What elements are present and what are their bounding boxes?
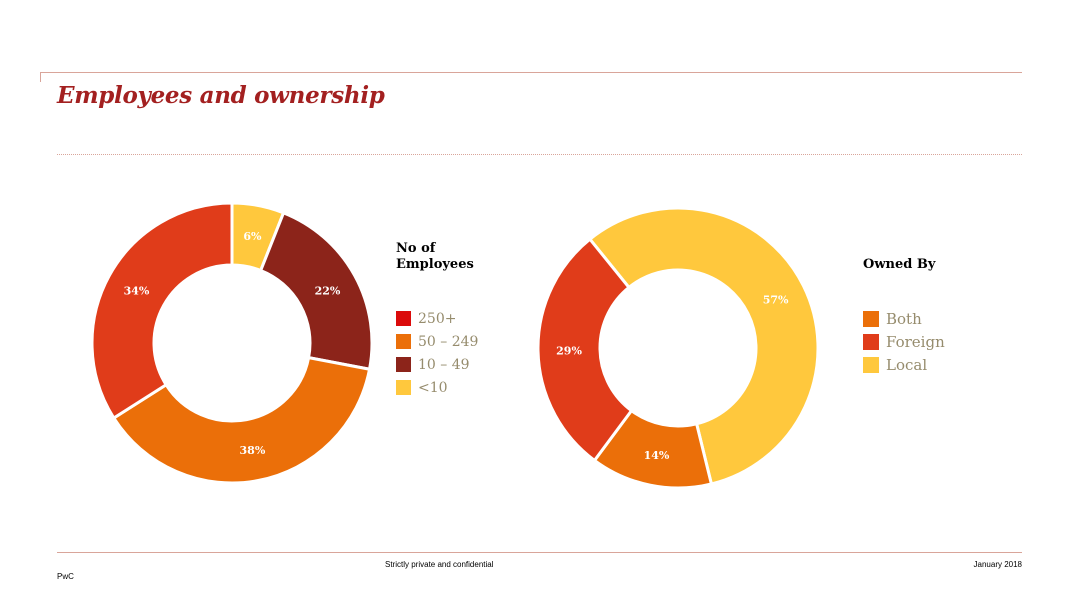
ownership-donut-chart: 57% 14% 29%: [536, 206, 820, 490]
donut-slice-250-: [90, 201, 234, 421]
top-rule: [40, 72, 1022, 73]
legend-item-local: Local: [863, 353, 945, 376]
employees-legend-title-line1: No of: [396, 241, 436, 256]
legend-swatch: [396, 357, 411, 372]
footer-brand: PwC: [57, 572, 74, 581]
employees-legend: No of Employees 250+ 50 – 249 10 – 49 <1…: [396, 241, 478, 399]
legend-item-foreign: Foreign: [863, 330, 945, 353]
legend-item-label: Local: [886, 355, 928, 374]
slice-label: 22%: [315, 284, 341, 297]
ownership-legend: Owned By Both Foreign Local: [863, 257, 945, 376]
legend-swatch: [396, 334, 411, 349]
legend-item-10-49: 10 – 49: [396, 353, 478, 376]
page-title: Employees and ownership: [57, 82, 385, 109]
slice-label: 38%: [240, 444, 266, 457]
legend-item-250-plus: 250+: [396, 307, 478, 330]
legend-swatch: [396, 380, 411, 395]
donut-slice-foreign: [536, 237, 634, 463]
legend-swatch: [396, 311, 411, 326]
footer-date: January 2018: [973, 560, 1022, 569]
slice-label: 6%: [243, 230, 262, 243]
slice-label: 57%: [763, 294, 789, 307]
legend-item-label: Foreign: [886, 332, 945, 351]
legend-item-both: Both: [863, 307, 945, 330]
slice-label: 34%: [124, 284, 150, 297]
employees-legend-title-line2: Employees: [396, 257, 474, 272]
legend-swatch: [863, 310, 879, 327]
slice-label: 14%: [644, 449, 670, 462]
employees-donut-chart: 6% 22% 38% 34%: [90, 201, 374, 485]
ownership-legend-title: Owned By: [863, 257, 936, 272]
top-rule-tick: [40, 72, 41, 82]
employees-legend-title: No of Employees: [396, 241, 478, 273]
title-divider: [57, 154, 1022, 155]
legend-item-label: 50 – 249: [418, 333, 479, 350]
donut-slice-10-49: [258, 210, 374, 371]
legend-swatch: [863, 356, 879, 373]
donut-slice-50-249: [111, 355, 372, 485]
slice-label: 29%: [556, 344, 582, 357]
legend-item-label: Both: [886, 309, 922, 328]
footer-rule: [57, 552, 1022, 553]
legend-item-label: <10: [418, 379, 448, 396]
legend-swatch: [863, 333, 879, 350]
footer-confidential: Strictly private and confidential: [385, 560, 494, 569]
donut-slice-local: [587, 206, 820, 486]
legend-item-label: 250+: [418, 310, 457, 327]
legend-item-label: 10 – 49: [418, 356, 470, 373]
legend-item-under-10: <10: [396, 376, 478, 399]
legend-item-50-249: 50 – 249: [396, 330, 478, 353]
